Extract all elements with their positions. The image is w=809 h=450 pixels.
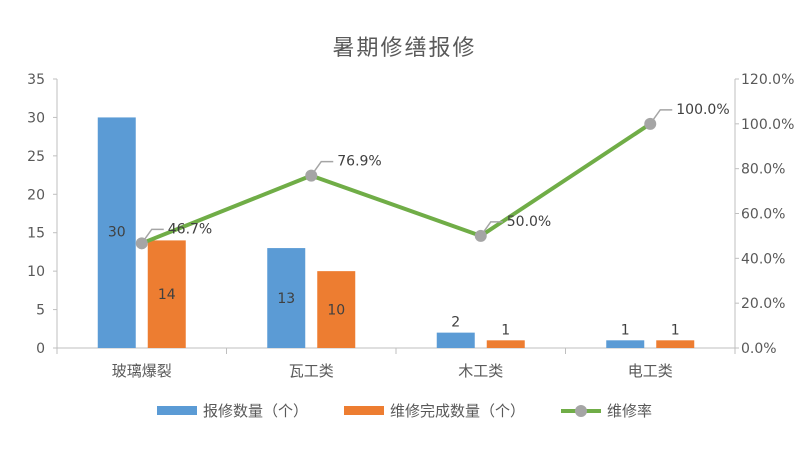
rate-label: 50.0% [507,214,551,230]
rate-label: 76.9% [337,154,381,170]
bar-reports [97,117,136,348]
right-tick-label: 100.0% [741,117,794,133]
legend-label-completed: 维修完成数量（个） [389,402,525,420]
left-tick-label: 15 [27,226,45,242]
bar-label-reports: 30 [108,225,126,241]
left-tick-label: 0 [36,341,45,357]
right-tick-label: 20.0% [741,296,785,312]
chart-title: 暑期修缮报修 [332,36,477,61]
right-tick-label: 60.0% [741,207,785,223]
legend-label-rate: 维修率 [607,402,653,420]
left-tick-label: 25 [27,149,45,165]
x-tick-label: 电工类 [628,362,673,380]
legend-item-reports: 报修数量（个） [156,400,308,421]
rate-marker [474,229,487,242]
right-tick-label: 0.0% [741,341,777,357]
bar-completed [317,271,356,348]
legend-item-completed: 维修完成数量（个） [343,400,525,421]
right-tick-label: 40.0% [741,251,785,267]
x-tick-label: 木工类 [458,362,503,380]
bar-label-completed: 1 [671,322,680,338]
x-tick-label: 瓦工类 [289,362,334,380]
x-tick-label: 玻璃爆裂 [112,362,172,380]
legend-swatch-reports [156,406,197,415]
left-tick-label: 30 [27,110,45,126]
legend: 报修数量（个） 维修完成数量（个） 维修率 [0,400,809,421]
bar-label-completed: 1 [501,322,510,338]
bar-reports [267,248,306,348]
bar-label-completed: 10 [327,303,345,319]
rate-label: 46.7% [168,221,212,237]
legend-swatch-rate [561,404,601,418]
bar-label-reports: 2 [451,315,460,331]
rate-line [141,122,652,246]
left-tick-label: 5 [36,303,45,319]
bar-reports [606,340,645,348]
right-tick-label: 120.0% [741,72,794,88]
bar-completed [486,340,525,348]
legend-label-reports: 报修数量（个） [202,402,308,420]
left-tick-label: 20 [27,187,45,203]
right-tick-label: 80.0% [741,162,785,178]
bar-completed [147,240,186,348]
rate-marker [305,169,318,182]
bar-label-reports: 13 [277,291,295,307]
bar-completed [656,340,695,348]
legend-item-rate: 维修率 [561,400,652,421]
left-tick-label: 10 [27,264,45,280]
left-tick-label: 35 [27,72,45,88]
bar-label-completed: 14 [158,287,176,303]
rate-marker [644,117,657,130]
bar-label-reports: 1 [621,322,630,338]
bar-reports [436,332,475,348]
rate-label: 100.0% [676,102,729,118]
legend-swatch-completed [343,406,384,415]
rate-marker [135,237,148,250]
